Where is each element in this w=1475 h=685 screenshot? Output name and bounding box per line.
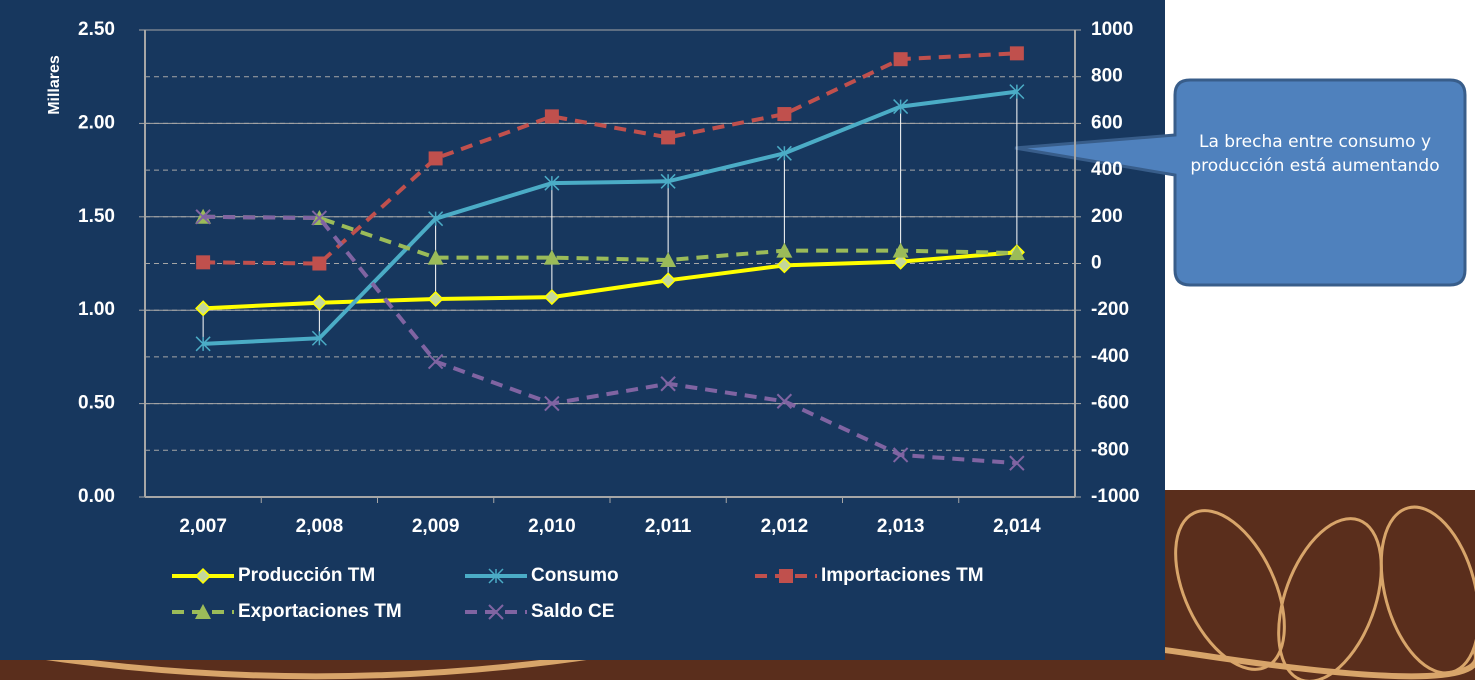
y-tick-label: 1.50	[78, 206, 115, 227]
marker-shape	[545, 109, 559, 123]
marker-shape	[661, 130, 675, 144]
x-tick-label: 2,008	[296, 516, 344, 537]
x-tick-label: 2,012	[761, 516, 809, 537]
y2-tick-label: 200	[1091, 206, 1123, 227]
x-tick-label: 2,007	[179, 516, 227, 537]
y2-tick-label: 800	[1091, 66, 1123, 87]
x-tick-label: 2,013	[877, 516, 925, 537]
marker-shape	[1010, 46, 1024, 60]
y-tick-label: 1.00	[78, 299, 115, 320]
marker-shape	[429, 151, 443, 165]
y2-tick-label: -1000	[1091, 486, 1140, 507]
data-point	[1010, 46, 1024, 60]
legend-label: Importaciones TM	[821, 565, 984, 586]
legend-label: Saldo CE	[531, 601, 614, 622]
x-tick-label: 2,009	[412, 516, 460, 537]
data-point	[777, 107, 791, 121]
y-tick-label: 2.50	[78, 19, 115, 40]
marker-shape	[777, 107, 791, 121]
y-axis-title: Millares	[46, 55, 63, 115]
y2-tick-label: -600	[1091, 393, 1129, 414]
y2-tick-label: 400	[1091, 159, 1123, 180]
marker-shape	[312, 257, 326, 271]
y2-tick-label: -400	[1091, 346, 1129, 367]
legend-label: Exportaciones TM	[238, 601, 402, 622]
data-point	[429, 151, 443, 165]
callout-text: La brecha entre consumo y producción est…	[1190, 130, 1440, 178]
marker-shape	[779, 569, 793, 583]
chart-panel	[0, 0, 1165, 660]
x-tick-label: 2,010	[528, 516, 576, 537]
y2-tick-label: 1000	[1091, 19, 1133, 40]
page: {"chart_data": {"type": "line", "y_label…	[0, 0, 1475, 680]
data-point	[894, 52, 908, 66]
chart: Millares -1000 -800 -600 -400 -200 0 200 400 600…	[0, 0, 1475, 680]
data-point	[196, 255, 210, 269]
legend-marker	[779, 569, 793, 583]
legend-label: Consumo	[531, 565, 619, 586]
x-tick-label: 2,014	[993, 516, 1041, 537]
y2-tick-label: -800	[1091, 439, 1129, 460]
y-tick-label: 0.50	[78, 393, 115, 414]
y2-tick-label: -200	[1091, 299, 1129, 320]
data-point	[545, 109, 559, 123]
marker-shape	[196, 255, 210, 269]
y-tick-label: 2.00	[78, 112, 115, 133]
marker-shape	[894, 52, 908, 66]
y2-tick-label: 0	[1091, 253, 1102, 274]
legend-label: Producción TM	[238, 565, 375, 586]
data-point	[661, 130, 675, 144]
data-point	[312, 257, 326, 271]
y-tick-label: 0.00	[78, 486, 115, 507]
x-tick-label: 2,011	[645, 516, 692, 537]
y2-tick-label: 600	[1091, 112, 1123, 133]
